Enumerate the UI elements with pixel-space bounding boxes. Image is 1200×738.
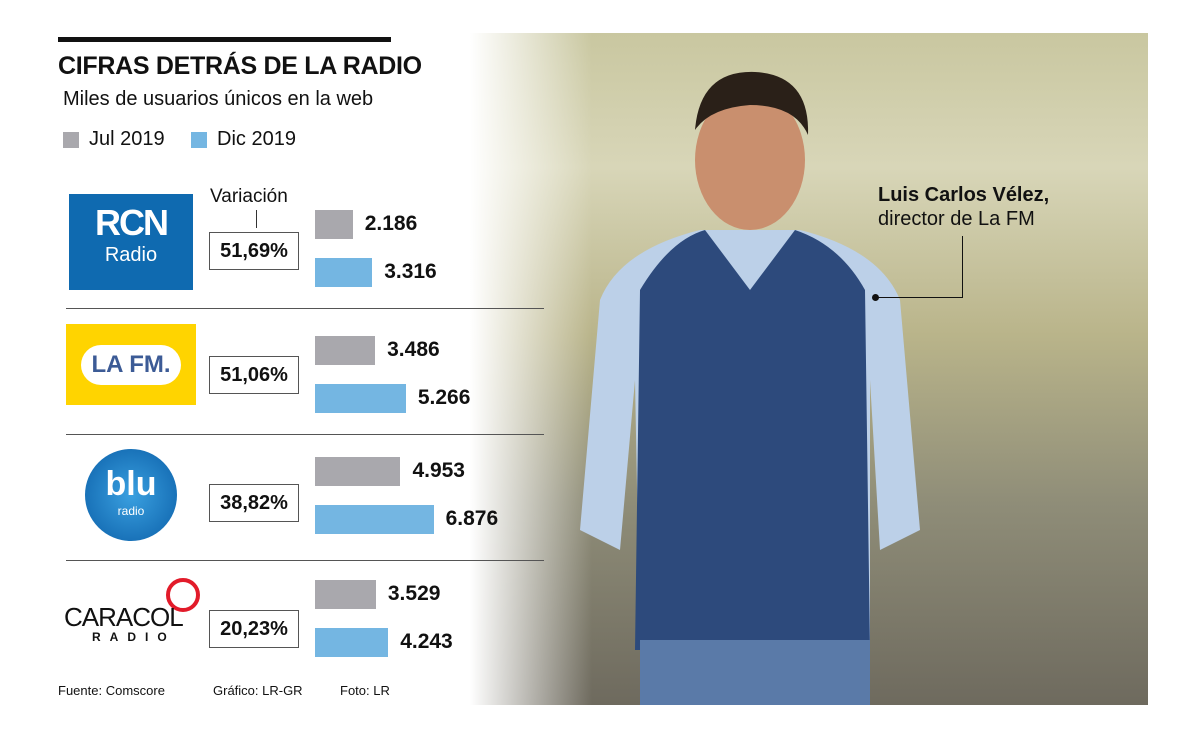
legend-swatch [191, 131, 207, 148]
graphic-credit: Gráfico: LR-GR [213, 683, 303, 698]
legend-label: Jul 2019 [89, 128, 165, 150]
title-rule [58, 37, 391, 42]
variation-box: 51,06% [209, 356, 299, 394]
variation-box: 38,82% [209, 484, 299, 522]
bar-dic [315, 258, 373, 287]
caption-dot [872, 294, 879, 301]
rcn-radio-logo: RCN Radio [69, 194, 193, 290]
bar-dic [315, 384, 406, 413]
chart-subtitle: Miles de usuarios únicos en la web [63, 88, 374, 110]
bar-value-label: 6.876 [445, 507, 499, 530]
legend-dic: Dic 2019 [191, 128, 296, 151]
source-note: Fuente: Comscore [58, 683, 165, 698]
caption-leader [962, 236, 963, 298]
bar-dic [315, 628, 389, 657]
legend-swatch [63, 131, 79, 148]
caption-name: Luis Carlos Vélez, [878, 184, 1050, 206]
legend-jul: Jul 2019 [63, 128, 165, 151]
variation-label: Variación [210, 186, 288, 207]
bar-jul [315, 210, 353, 239]
row-divider [66, 308, 544, 309]
bar-value-label: 4.243 [400, 630, 453, 653]
bar-value-label: 4.953 [412, 459, 465, 482]
row-divider [66, 560, 544, 561]
bar-value-label: 3.529 [387, 582, 441, 605]
bar-value-label: 5.266 [417, 386, 471, 409]
person-photo [580, 71, 920, 705]
bar-value-label: 3.316 [384, 260, 437, 283]
caption-role: director de La FM [878, 208, 1035, 230]
caracol-radio-logo: CARACOL RADIO [62, 578, 202, 648]
variation-box: 51,69% [209, 232, 299, 270]
photo-credit: Foto: LR [340, 683, 390, 698]
la-fm-logo: LA FM. [66, 324, 196, 405]
bar-value-label: 3.486 [387, 338, 440, 361]
bar-jul [315, 457, 401, 486]
caption-leader [876, 297, 963, 298]
blu-radio-logo: blu radio [85, 449, 177, 541]
bar-dic [315, 505, 434, 534]
bar-jul [315, 580, 376, 609]
chart-title: CIFRAS DETRÁS DE LA RADIO [58, 52, 422, 80]
legend-label: Dic 2019 [217, 128, 296, 150]
bar-value-label: 2.186 [364, 212, 418, 235]
variation-leader [256, 210, 257, 228]
bar-jul [315, 336, 376, 365]
row-divider [66, 434, 544, 435]
photo-caption: Luis Carlos Vélez, director de La FM [878, 183, 1049, 231]
variation-box: 20,23% [209, 610, 299, 648]
